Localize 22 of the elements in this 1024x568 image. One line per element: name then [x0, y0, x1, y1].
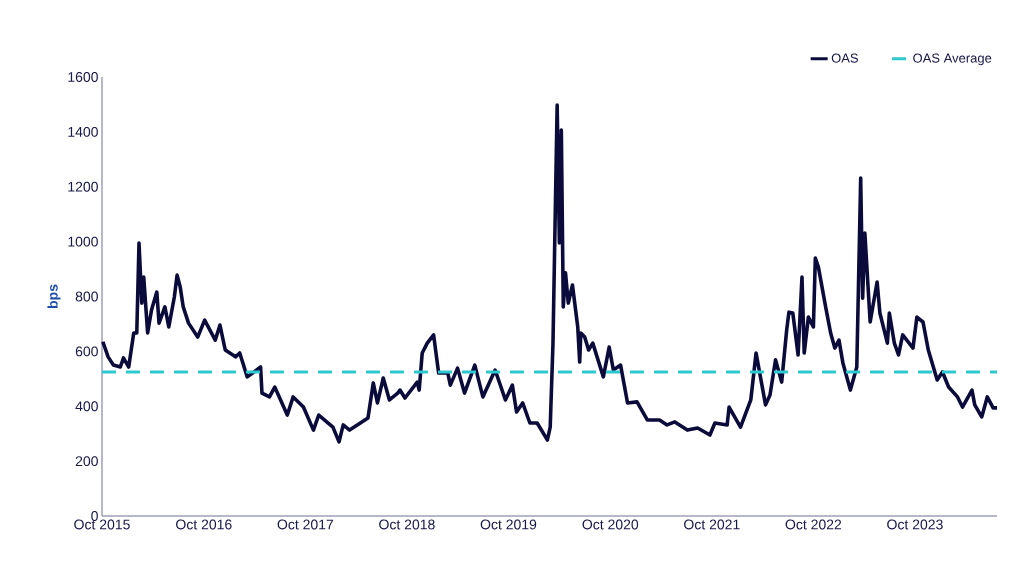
legend-label: OAS Average — [913, 53, 992, 66]
y-tick-label: 400 — [75, 401, 98, 412]
y-tick-label: 0 — [91, 511, 98, 521]
line-series — [101, 103, 999, 444]
x-tick-label: Oct 2019 — [480, 519, 537, 530]
x-tick-label: Oct 2022 — [785, 519, 842, 530]
legend-label: OAS — [831, 53, 859, 63]
y-tick-label: 1200 — [68, 181, 98, 192]
y-tick-label: 1600 — [68, 72, 98, 82]
y-tick-label: 1000 — [68, 236, 98, 247]
x-tick-label: Oct 2016 — [176, 519, 232, 530]
x-tick-label: Oct 2015 — [74, 519, 130, 530]
y-tick-label: 800 — [75, 291, 98, 302]
y-tick-label: 200 — [75, 456, 98, 467]
y-tick-label: 600 — [75, 346, 98, 357]
x-tick-label: Oct 2017 — [277, 519, 334, 530]
x-tick-label: Oct 2020 — [582, 519, 639, 530]
x-tick-label: Oct 2018 — [379, 519, 435, 530]
y-axis-title: bps — [47, 284, 61, 309]
y-tick-label: 1400 — [68, 126, 98, 137]
x-tick-label: Oct 2023 — [887, 519, 943, 530]
x-tick-label: Oct 2021 — [684, 519, 740, 530]
